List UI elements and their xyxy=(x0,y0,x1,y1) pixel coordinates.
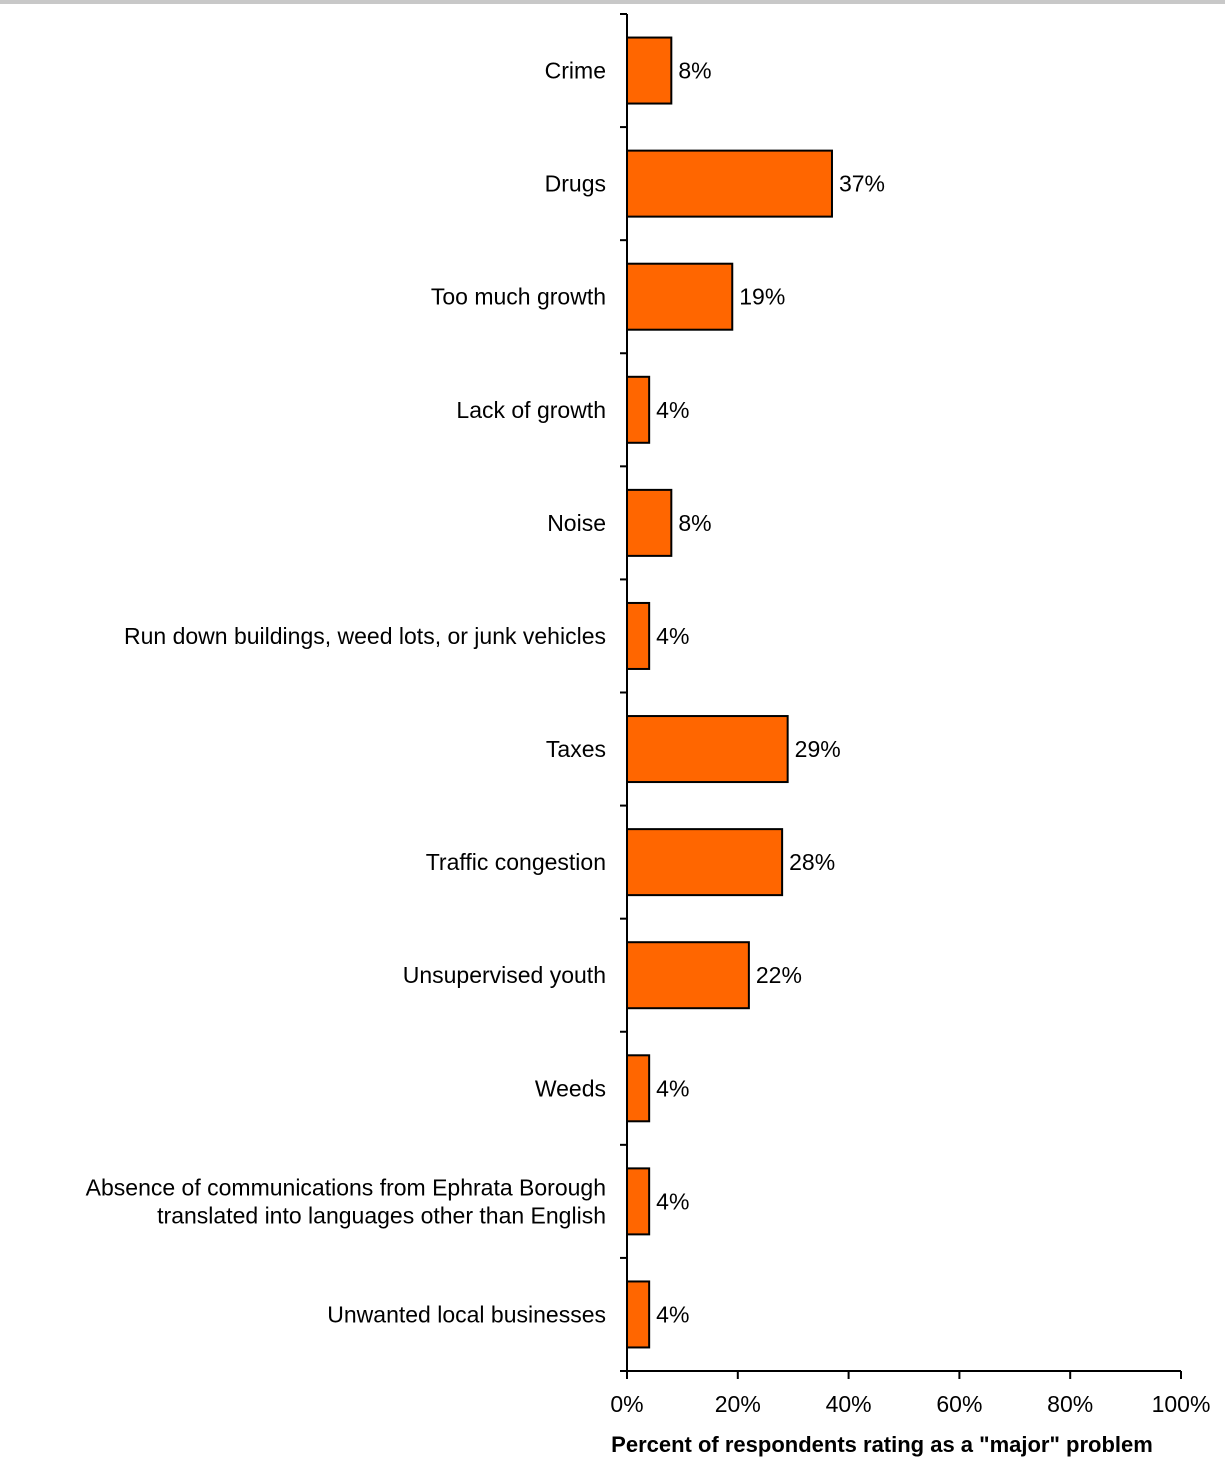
category-label-7: Traffic congestion xyxy=(426,849,606,875)
bar-1 xyxy=(626,149,833,218)
category-label-3: Lack of growth xyxy=(456,397,606,423)
bar-6 xyxy=(626,715,789,784)
tick-labels: 0% 20% 40% 60% 80% 100% xyxy=(610,1391,1210,1417)
value-label-6: 29% xyxy=(795,736,841,762)
x-tick-label-1: 20% xyxy=(715,1391,761,1417)
x-axis-title: Percent of respondents rating as a "majo… xyxy=(611,1432,1153,1457)
category-label-6: Taxes xyxy=(546,736,606,762)
bar-7 xyxy=(626,828,784,897)
bar-3 xyxy=(626,375,651,444)
x-tick-label-2: 40% xyxy=(826,1391,872,1417)
value-labels: 8% 37% 19% 4% 8% 4% 29% 28% 22% 4% 4% 4% xyxy=(656,58,885,1328)
category-label-2: Too much growth xyxy=(431,284,606,310)
value-label-4: 8% xyxy=(678,510,711,536)
value-label-5: 4% xyxy=(656,623,689,649)
bars-group xyxy=(626,36,833,1349)
x-tick-label-0: 0% xyxy=(610,1391,643,1417)
value-label-11: 4% xyxy=(656,1301,689,1327)
value-label-2: 19% xyxy=(739,284,785,310)
x-tick-label-5: 100% xyxy=(1152,1391,1211,1417)
category-label-10-line-1: translated into languages other than Eng… xyxy=(157,1202,606,1228)
bar-2 xyxy=(626,262,734,331)
value-label-3: 4% xyxy=(656,397,689,423)
value-label-8: 22% xyxy=(756,962,802,988)
category-label-11: Unwanted local businesses xyxy=(327,1301,606,1327)
category-label-8: Unsupervised youth xyxy=(403,962,606,988)
bar-10 xyxy=(626,1167,651,1236)
value-label-9: 4% xyxy=(656,1075,689,1101)
category-label-9: Weeds xyxy=(535,1075,606,1101)
value-label-7: 28% xyxy=(789,849,835,875)
bar-8 xyxy=(626,941,750,1010)
bar-9 xyxy=(626,1054,651,1123)
value-label-0: 8% xyxy=(678,58,711,84)
category-label-0: Crime xyxy=(545,58,606,84)
value-label-10: 4% xyxy=(656,1188,689,1214)
x-tick-label-4: 80% xyxy=(1047,1391,1093,1417)
bar-0 xyxy=(626,36,673,105)
top-border xyxy=(0,0,1225,4)
bar-11 xyxy=(626,1280,651,1349)
category-label-5: Run down buildings, weed lots, or junk v… xyxy=(124,623,606,649)
bar-4 xyxy=(626,488,673,557)
value-label-1: 37% xyxy=(839,171,885,197)
category-label-10-line-0: Absence of communications from Ephrata B… xyxy=(86,1174,606,1200)
category-labels: Crime Drugs Too much growth Lack of growth N… xyxy=(86,58,606,1328)
category-label-1: Drugs xyxy=(545,171,606,197)
bar-5 xyxy=(626,601,651,670)
x-tick-label-3: 60% xyxy=(936,1391,982,1417)
category-label-4: Noise xyxy=(547,510,606,536)
axes-group xyxy=(620,13,1182,1379)
